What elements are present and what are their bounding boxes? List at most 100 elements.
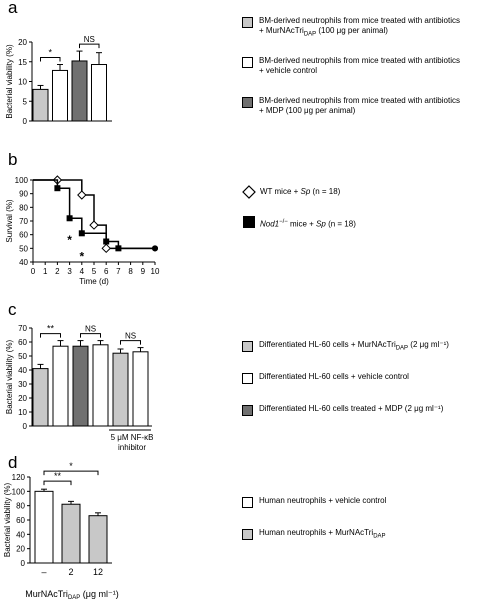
legend-sub: DAP (303, 31, 317, 38)
legend-label: Differentiated HL-60 cells treated + MDP… (259, 404, 444, 413)
diamond-marker-icon (242, 185, 256, 199)
x-tick-label: 1 (43, 267, 48, 276)
x-tick-label: – (41, 567, 46, 577)
bar (52, 69, 68, 122)
y-axis-label: Bacterial viability (%) (3, 483, 12, 558)
significance-label: ** (47, 324, 55, 334)
square-marker-icon (243, 216, 255, 228)
y-tick-label: 70 (18, 324, 27, 333)
x-tick-label: 4 (80, 267, 85, 276)
x-tick-label: 2 (68, 567, 73, 577)
legend-swatch (242, 497, 253, 508)
x-tick-label: 9 (141, 267, 146, 276)
legend-swatch (242, 373, 253, 384)
significance-bracket (40, 333, 61, 338)
x-tick-label: 0 (31, 267, 36, 276)
significance-label: NS (85, 325, 96, 334)
significance-bracket (120, 340, 141, 345)
y-tick-label: 10 (18, 408, 27, 417)
legend-swatch (242, 405, 253, 416)
diamond-marker (101, 243, 111, 254)
y-tick-label: 20 (16, 545, 25, 554)
legend-sub: DAP (395, 345, 409, 352)
bar (72, 345, 89, 427)
y-tick-label: 80 (19, 203, 28, 212)
y-tick-label: 0 (21, 559, 26, 568)
bar (92, 344, 109, 427)
y-tick-label: 0 (23, 422, 28, 431)
y-axis-label: Bacterial viability (%) (5, 44, 14, 119)
y-tick-label: 70 (19, 217, 28, 226)
y-tick-label: 40 (16, 530, 25, 539)
x-tick-label: 8 (128, 267, 133, 276)
bar (88, 515, 108, 564)
square-marker (78, 230, 85, 237)
inhibitor-label: 5 μM NF-κB (111, 433, 154, 442)
x-axis-label: Time (d) (79, 277, 109, 286)
x-tick-label: 3 (67, 267, 72, 276)
y-tick-label: 20 (18, 38, 27, 47)
legend-label: Differentiated HL-60 cells + vehicle con… (259, 372, 409, 381)
panel-letter-b: b (8, 150, 18, 169)
legend-sub: DAP (373, 533, 386, 540)
y-tick-label: 10 (18, 78, 27, 87)
legend-label: Differentiated HL-60 cells + MurNAcTri (259, 340, 396, 349)
legend-tail: (100 μg per animal) (316, 26, 388, 35)
legend-sup: −/− (279, 219, 288, 225)
x-tick-label: 2 (55, 267, 60, 276)
bar (34, 490, 54, 564)
legend-ital: Sp (316, 219, 326, 229)
significance-label: NS (84, 35, 95, 44)
panel-letter-c: c (8, 300, 17, 319)
y-tick-label: 80 (16, 502, 25, 511)
legend-swatch (242, 341, 253, 352)
legend-mid: mice + (287, 219, 317, 229)
y-tick-label: 5 (23, 97, 28, 106)
x-tick-label: 5 (92, 267, 97, 276)
legend-swatch (242, 57, 253, 68)
y-tick-label: 90 (19, 190, 28, 199)
inhibitor-label: inhibitor (118, 443, 146, 452)
legend-label: Nod1 (260, 219, 280, 229)
legend-label: BM-derived neutrophils from mice treated… (259, 16, 460, 35)
panel-letter-a: a (8, 0, 18, 17)
legend-a-item-1: BM-derived neutrophils from mice treated… (242, 16, 464, 40)
legend-b-item-2: Nod1−/− mice + Sp (n = 18) (242, 215, 465, 232)
bar (52, 345, 69, 427)
square-marker (66, 215, 73, 222)
legend-swatch (242, 529, 253, 540)
square-marker (115, 245, 122, 252)
legend-a-item-3: BM-derived neutrophils from mice treated… (242, 96, 464, 116)
bar (112, 352, 129, 427)
y-tick-label: 20 (18, 394, 27, 403)
x-tick-label: 10 (151, 267, 160, 276)
significance-label: NS (125, 332, 136, 341)
x-tick-label: 12 (93, 567, 103, 577)
legend-label: Human neutrophils + vehicle control (259, 496, 387, 505)
y-tick-label: 100 (15, 176, 29, 185)
x-tick-label: 7 (116, 267, 121, 276)
y-tick-label: 30 (18, 380, 27, 389)
significance-bracket (43, 470, 99, 476)
legend-d-item-1: Human neutrophils + vehicle control (242, 496, 464, 508)
legend-b-item-1: WT mice + Sp (n = 18) (242, 185, 465, 199)
y-tick-label: 0 (23, 117, 28, 126)
legend-a-item-2: BM-derived neutrophils from mice treated… (242, 56, 464, 76)
diamond-marker (77, 190, 87, 200)
significance-label: * (69, 461, 73, 471)
significance-bracket (79, 43, 100, 49)
significance-star: * (79, 249, 84, 263)
legend-tail: (n = 18) (325, 219, 356, 229)
endpoint-marker (152, 245, 158, 252)
bar (32, 88, 49, 122)
bar (71, 60, 88, 122)
significance-label: * (48, 48, 52, 58)
y-tick-label: 60 (16, 516, 25, 525)
significance-bracket (80, 333, 101, 338)
bar (91, 64, 107, 122)
legend-c-item-1: Differentiated HL-60 cells + MurNAcTriDA… (242, 340, 464, 354)
legend-label: BM-derived neutrophils from mice treated… (259, 96, 460, 115)
panel-letter-d: d (8, 453, 18, 472)
y-tick-label: 100 (12, 487, 26, 496)
